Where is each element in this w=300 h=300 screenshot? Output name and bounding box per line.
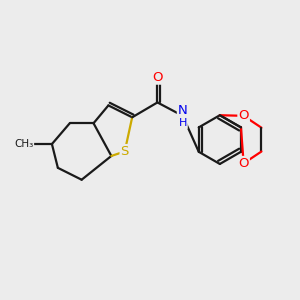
Text: S: S	[121, 145, 129, 158]
Text: N: N	[178, 104, 188, 117]
Text: O: O	[238, 157, 249, 170]
Text: O: O	[238, 109, 249, 122]
Text: H: H	[178, 118, 187, 128]
Text: CH₃: CH₃	[14, 139, 33, 149]
Text: O: O	[152, 71, 163, 84]
